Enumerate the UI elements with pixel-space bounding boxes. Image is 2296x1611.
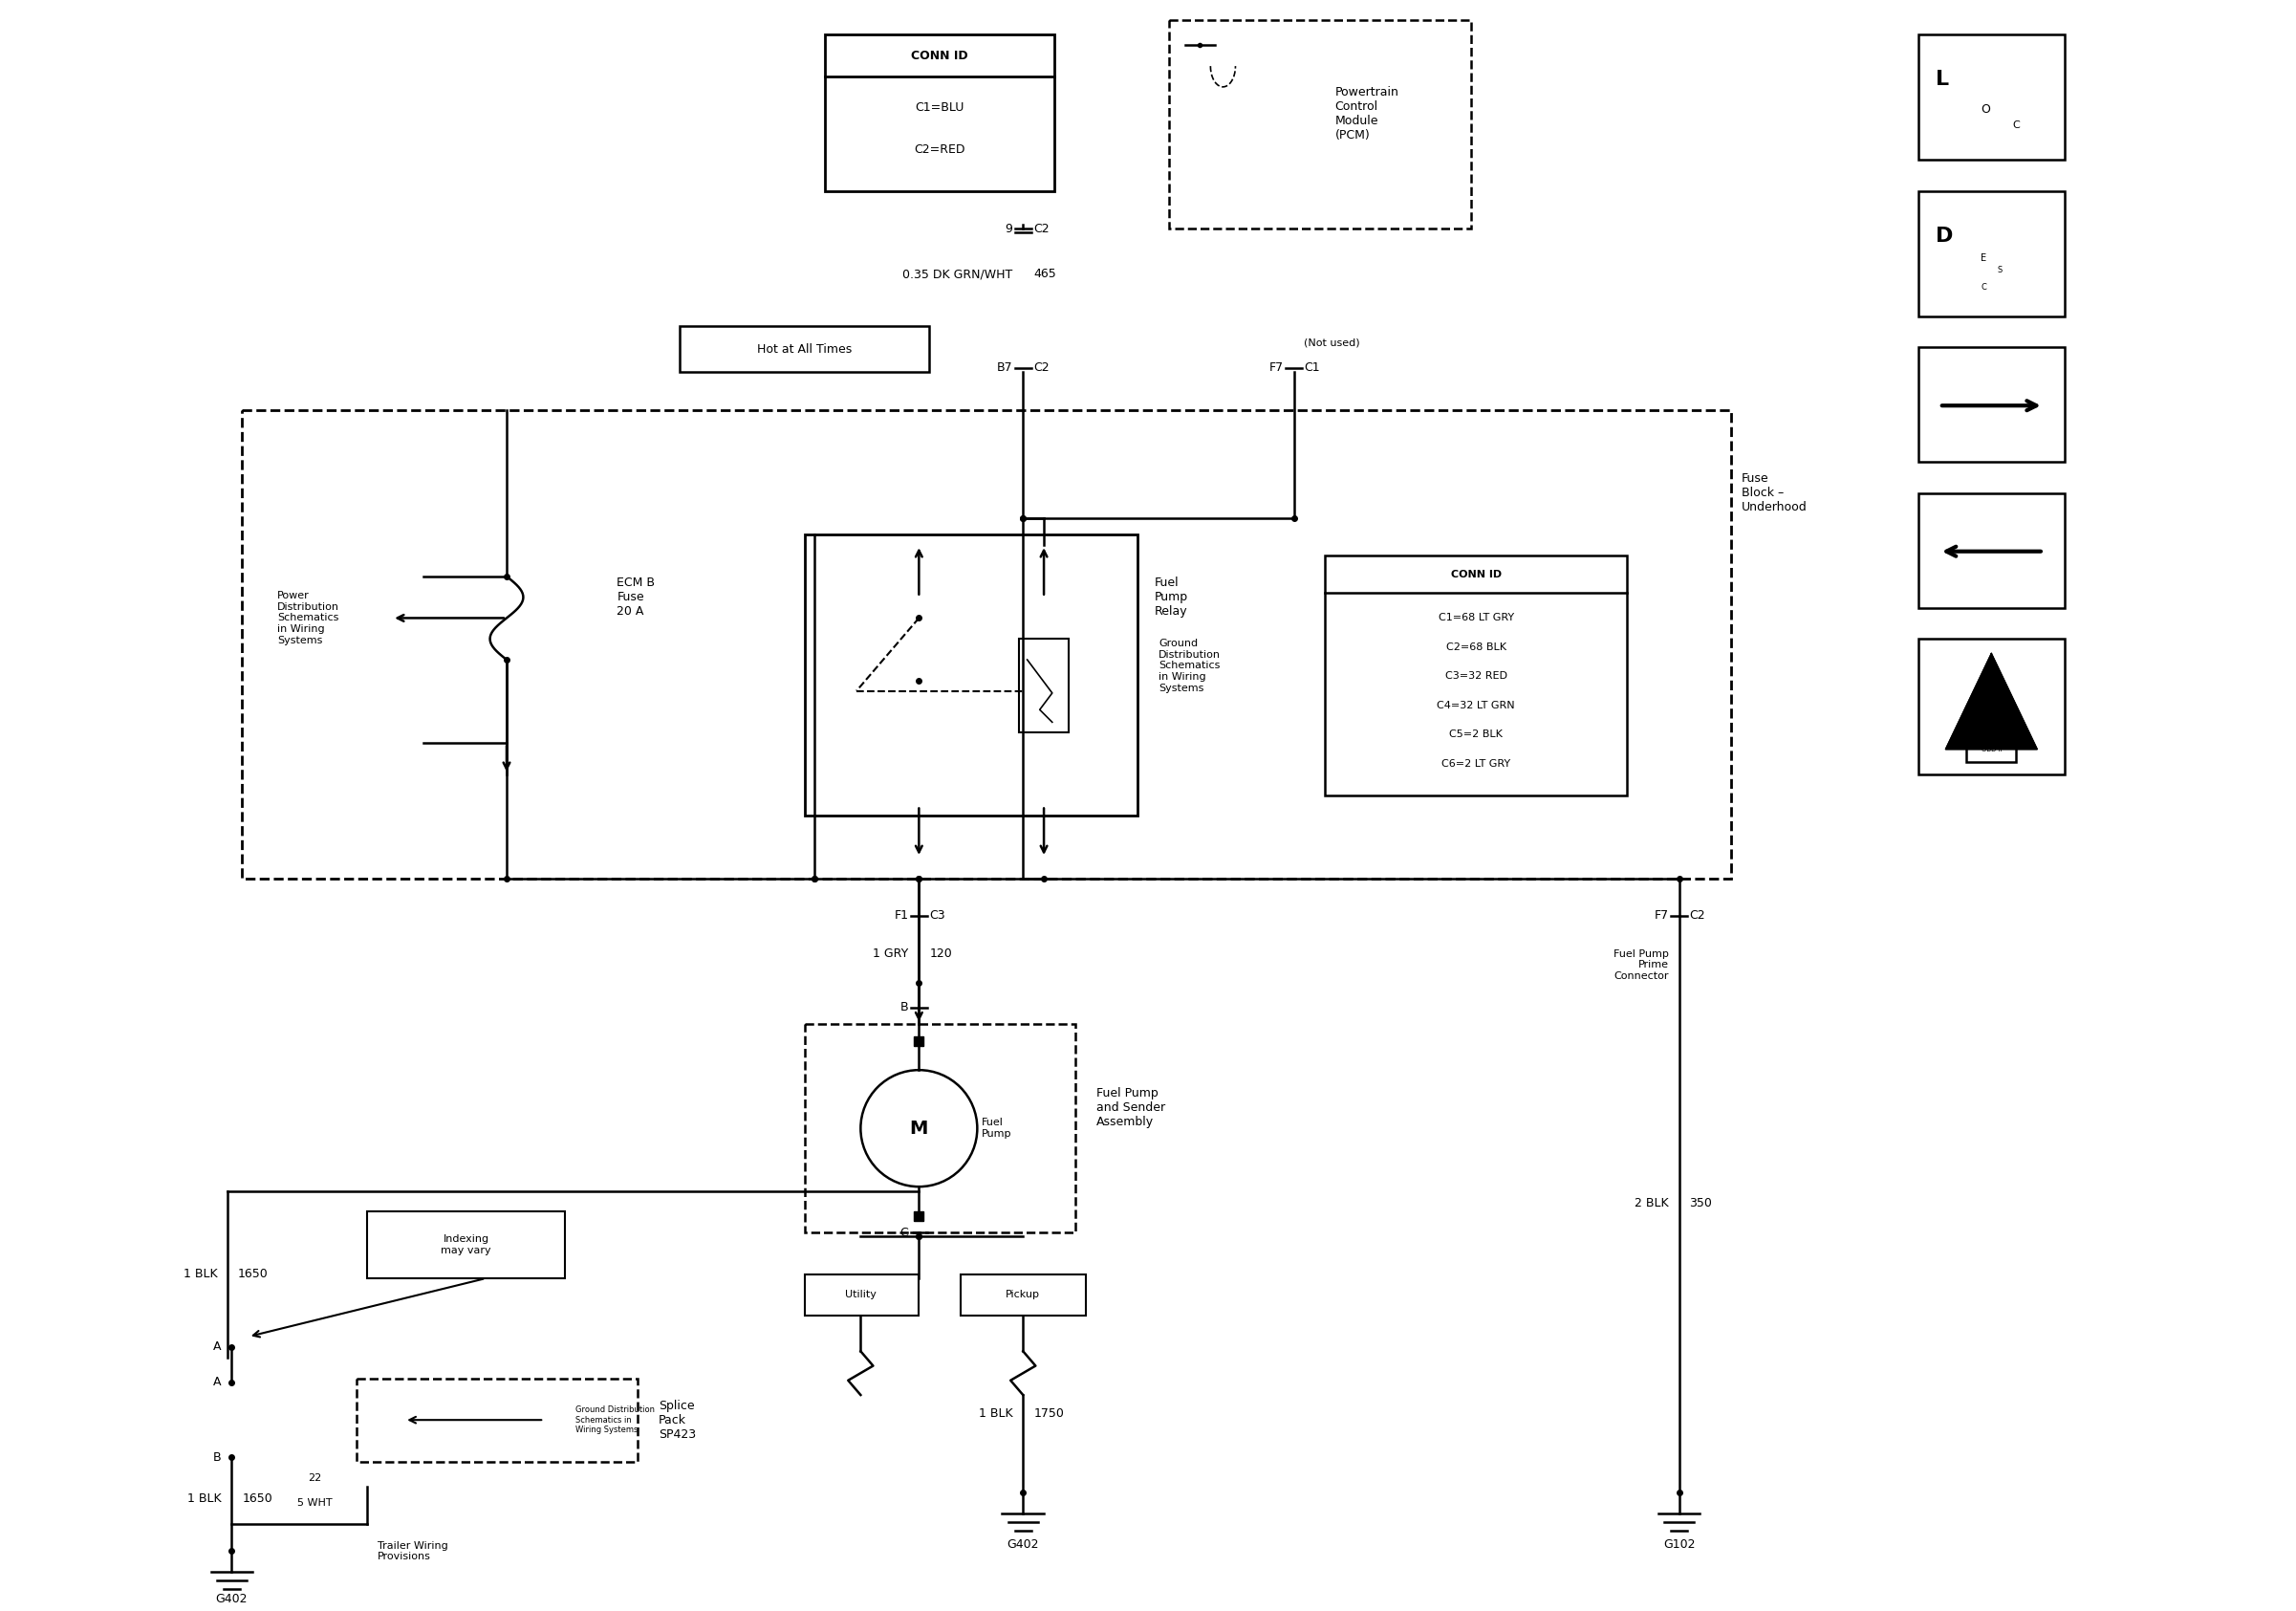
Text: Fuel Pump
Prime
Connector: Fuel Pump Prime Connector	[1614, 949, 1669, 981]
Text: Trailer Wiring
Provisions: Trailer Wiring Provisions	[377, 1540, 448, 1561]
Polygon shape	[1945, 654, 2037, 749]
Text: 1 GRY: 1 GRY	[872, 947, 909, 960]
Text: 465: 465	[1033, 267, 1056, 280]
Text: C2=68 BLK: C2=68 BLK	[1446, 643, 1506, 652]
Text: L: L	[1936, 71, 1949, 89]
Text: 22: 22	[308, 1474, 321, 1484]
Text: C5=2 BLK: C5=2 BLK	[1449, 730, 1502, 739]
Text: C6=2 LT GRY: C6=2 LT GRY	[1442, 759, 1511, 768]
Text: O: O	[1981, 103, 1991, 116]
Bar	[960, 1274, 1086, 1316]
Text: G402: G402	[216, 1593, 248, 1605]
Text: F1: F1	[893, 910, 909, 921]
Text: Splice
Pack
SP423: Splice Pack SP423	[659, 1400, 696, 1440]
Bar	[356, 1379, 638, 1461]
Bar	[804, 1274, 918, 1316]
Text: 5 WHT: 5 WHT	[298, 1498, 333, 1508]
Text: F7: F7	[1270, 362, 1283, 374]
Text: E: E	[1981, 253, 1986, 263]
Text: C2: C2	[1690, 910, 1706, 921]
Bar	[1965, 741, 2016, 762]
Text: A: A	[214, 1376, 220, 1389]
Text: B: B	[214, 1452, 220, 1464]
Text: D: D	[1936, 227, 1952, 245]
Bar	[1919, 640, 2064, 775]
Text: C2=RED: C2=RED	[914, 143, 964, 156]
Bar	[804, 1025, 1075, 1232]
Text: C2: C2	[1033, 222, 1049, 235]
Bar	[1325, 556, 1628, 796]
Bar	[680, 327, 930, 372]
Bar	[1919, 493, 2064, 607]
Text: C3: C3	[930, 910, 946, 921]
Bar	[241, 409, 1731, 878]
Bar	[1919, 35, 2064, 159]
Text: CONN ID: CONN ID	[912, 50, 969, 61]
Text: Powertrain
Control
Module
(PCM): Powertrain Control Module (PCM)	[1334, 87, 1398, 142]
Text: C3=32 RED: C3=32 RED	[1444, 672, 1506, 681]
Text: Utility: Utility	[845, 1290, 877, 1300]
Text: C1=68 LT GRY: C1=68 LT GRY	[1437, 614, 1513, 623]
Text: 1750: 1750	[1033, 1408, 1063, 1419]
Text: Ground
Distribution
Schematics
in Wiring
Systems: Ground Distribution Schematics in Wiring…	[1159, 640, 1221, 693]
Text: C1=BLU: C1=BLU	[916, 101, 964, 114]
Text: B: B	[900, 1002, 909, 1013]
Text: 1 BLK: 1 BLK	[188, 1493, 220, 1505]
Text: Fuel Pump
and Sender
Assembly: Fuel Pump and Sender Assembly	[1095, 1087, 1164, 1128]
Text: C: C	[2011, 121, 2020, 130]
Bar	[1019, 640, 1070, 733]
Bar	[1169, 21, 1472, 229]
Text: 350: 350	[1690, 1197, 1713, 1210]
Text: G102: G102	[1662, 1539, 1694, 1551]
Text: ECM B
Fuse
20 A: ECM B Fuse 20 A	[618, 577, 654, 617]
Text: Fuel
Pump
Relay: Fuel Pump Relay	[1155, 577, 1187, 617]
Text: C: C	[1981, 282, 1986, 292]
Text: C1: C1	[1304, 362, 1320, 374]
Bar	[1919, 348, 2064, 462]
Bar	[824, 35, 1054, 192]
Text: A: A	[214, 1340, 220, 1353]
Text: F7: F7	[1653, 910, 1669, 921]
Text: II: II	[1988, 725, 1995, 735]
Text: 1 BLK: 1 BLK	[978, 1408, 1013, 1419]
Text: C2: C2	[1033, 362, 1049, 374]
Text: Indexing
may vary: Indexing may vary	[441, 1234, 491, 1255]
Bar	[367, 1211, 565, 1278]
Text: Fuse
Block –
Underhood: Fuse Block – Underhood	[1740, 472, 1807, 514]
Bar	[804, 535, 1137, 815]
Text: 2 BLK: 2 BLK	[1635, 1197, 1669, 1210]
Text: B7: B7	[996, 362, 1013, 374]
Text: (Not used): (Not used)	[1304, 338, 1359, 348]
Text: 1650: 1650	[239, 1268, 269, 1281]
Text: Ground Distribution
Schematics in
Wiring Systems: Ground Distribution Schematics in Wiring…	[576, 1406, 654, 1434]
Text: Pickup: Pickup	[1006, 1290, 1040, 1300]
Text: Fuel
Pump: Fuel Pump	[980, 1118, 1013, 1139]
Text: 120: 120	[930, 947, 953, 960]
Text: Power
Distribution
Schematics
in Wiring
Systems: Power Distribution Schematics in Wiring …	[278, 591, 340, 644]
Text: S: S	[1998, 266, 2002, 274]
Text: 1 BLK: 1 BLK	[184, 1268, 218, 1281]
Text: C: C	[900, 1226, 909, 1239]
Text: CONN ID: CONN ID	[1451, 570, 1502, 578]
Text: 1650: 1650	[241, 1493, 273, 1505]
Text: 0.35 DK GRN/WHT: 0.35 DK GRN/WHT	[902, 267, 1013, 280]
Text: OBD II: OBD II	[1981, 746, 2002, 752]
Text: G402: G402	[1008, 1539, 1040, 1551]
Bar	[1919, 192, 2064, 316]
Text: Hot at All Times: Hot at All Times	[758, 343, 852, 356]
Text: 9: 9	[1006, 222, 1013, 235]
Text: C4=32 LT GRN: C4=32 LT GRN	[1437, 701, 1515, 710]
Text: M: M	[909, 1120, 928, 1137]
